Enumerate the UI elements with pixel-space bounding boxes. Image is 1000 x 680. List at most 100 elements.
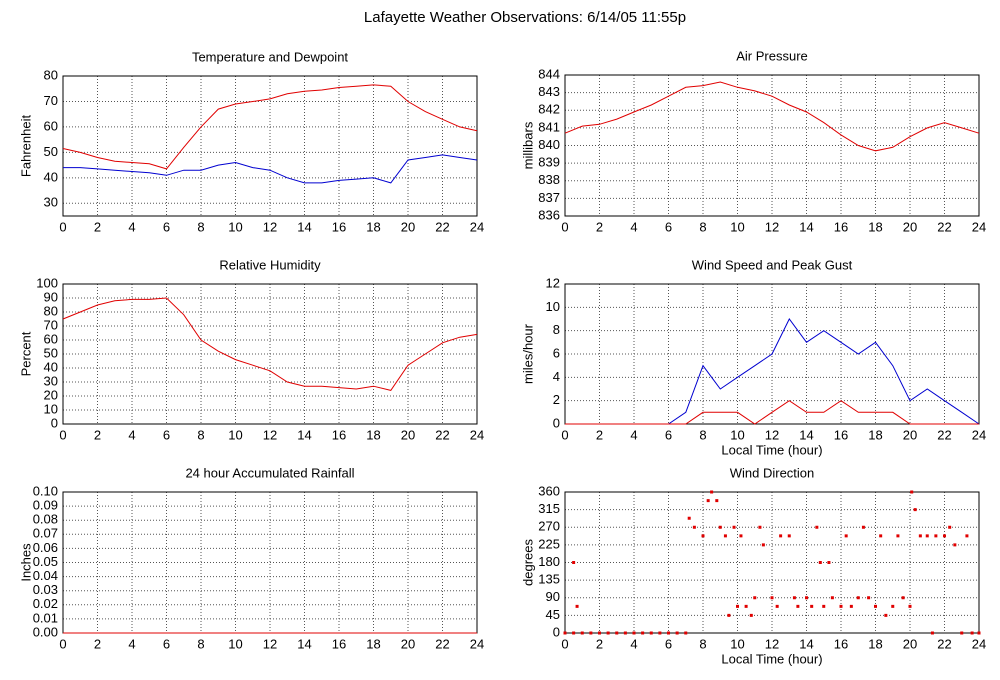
x-tick-label: 22 [435,636,449,651]
y-tick-label: 0.03 [33,582,58,597]
y-tick-label: 0.04 [33,568,58,583]
data-point [818,561,822,564]
x-tick-label: 2 [94,219,101,234]
data-point [896,534,900,538]
chart-title: 24 hour Accumulated Rainfall [185,465,354,480]
y-tick-label: 0.02 [33,596,58,611]
data-point [815,525,819,529]
x-tick-label: 14 [297,636,311,651]
data-point [943,534,946,538]
y-tick-label: 30 [44,373,58,388]
data-point [867,596,871,600]
x-tick-label: 6 [665,636,672,651]
x-tick-label: 24 [972,219,986,234]
data-line [564,81,980,152]
x-axis-label: Local Time (hour) [721,442,822,457]
data-point [598,631,601,635]
y-tick-label: 45 [546,607,560,622]
data-point [641,631,645,635]
data-point [792,596,796,600]
chart-title: Wind Speed and Peak Gust [692,257,853,272]
x-tick-label: 8 [699,219,706,234]
data-point [910,490,914,494]
x-tick-label: 0 [561,219,568,234]
data-point [718,525,722,529]
x-tick-label: 2 [596,219,603,234]
x-tick-label: 8 [699,427,706,442]
x-tick-label: 16 [332,427,346,442]
y-tick-label: 135 [538,572,560,587]
x-tick-label: 4 [128,427,135,442]
y-tick-label: 100 [36,275,58,290]
y-tick-label: 80 [44,67,58,82]
x-tick-label: 18 [868,636,882,651]
x-tick-label: 22 [937,636,951,651]
data-point [960,631,964,635]
x-tick-label: 4 [128,219,135,234]
x-tick-label: 6 [163,427,170,442]
y-tick-label: 4 [553,369,560,384]
y-tick-label: 12 [546,275,560,290]
x-tick-label: 12 [263,219,277,234]
x-tick-label: 16 [834,219,848,234]
chart-title: Wind Direction [730,465,815,480]
x-tick-label: 12 [765,427,779,442]
data-point [575,604,579,608]
x-tick-label: 18 [366,427,380,442]
x-tick-label: 14 [799,636,813,651]
x-tick-label: 0 [561,636,568,651]
y-tick-label: 80 [44,303,58,318]
y-tick-label: 837 [538,190,560,205]
x-tick-label: 2 [94,636,101,651]
data-point [580,631,584,635]
data-point [687,516,691,520]
data-point [977,631,981,635]
x-tick-label: 18 [366,636,380,651]
x-tick-label: 8 [197,636,204,651]
data-point [732,525,736,529]
data-point [879,534,883,538]
x-tick-label: 24 [470,427,484,442]
x-tick-label: 18 [366,219,380,234]
y-tick-label: 0 [51,415,58,430]
x-tick-label: 10 [228,636,242,651]
data-point [779,534,783,538]
y-tick-label: 60 [44,331,58,346]
data-point [891,604,895,608]
data-line [62,297,478,391]
data-point [749,613,753,617]
x-tick-label: 12 [765,636,779,651]
data-point [761,543,765,547]
x-tick-label: 20 [903,427,917,442]
y-tick-label: 0.07 [33,526,58,541]
y-tick-label: 180 [538,554,560,569]
data-point [849,604,853,608]
y-tick-label: 40 [44,359,58,374]
data-point [844,534,848,538]
y-tick-label: 842 [538,102,560,117]
page-title: Lafayette Weather Observations: 6/14/05 … [364,9,686,26]
y-tick-label: 0.08 [33,512,58,527]
x-tick-label: 10 [228,219,242,234]
x-tick-label: 4 [630,636,637,651]
x-tick-label: 6 [163,219,170,234]
y-tick-label: 40 [44,169,58,184]
x-tick-label: 0 [59,636,66,651]
data-point [913,508,917,512]
data-point [744,604,748,608]
x-tick-label: 20 [903,219,917,234]
x-tick-label: 12 [263,427,277,442]
data-point [810,604,814,608]
plot-frame [564,491,980,634]
data-line [565,400,979,425]
data-point [667,631,670,635]
data-point [918,534,922,538]
y-tick-label: 10 [546,299,560,314]
x-tick-label: 16 [332,219,346,234]
x-tick-label: 22 [937,427,951,442]
y-tick-label: 90 [44,289,58,304]
x-tick-label: 24 [470,636,484,651]
y-tick-label: 0 [553,624,560,639]
x-tick-label: 6 [665,427,672,442]
x-tick-label: 14 [297,427,311,442]
